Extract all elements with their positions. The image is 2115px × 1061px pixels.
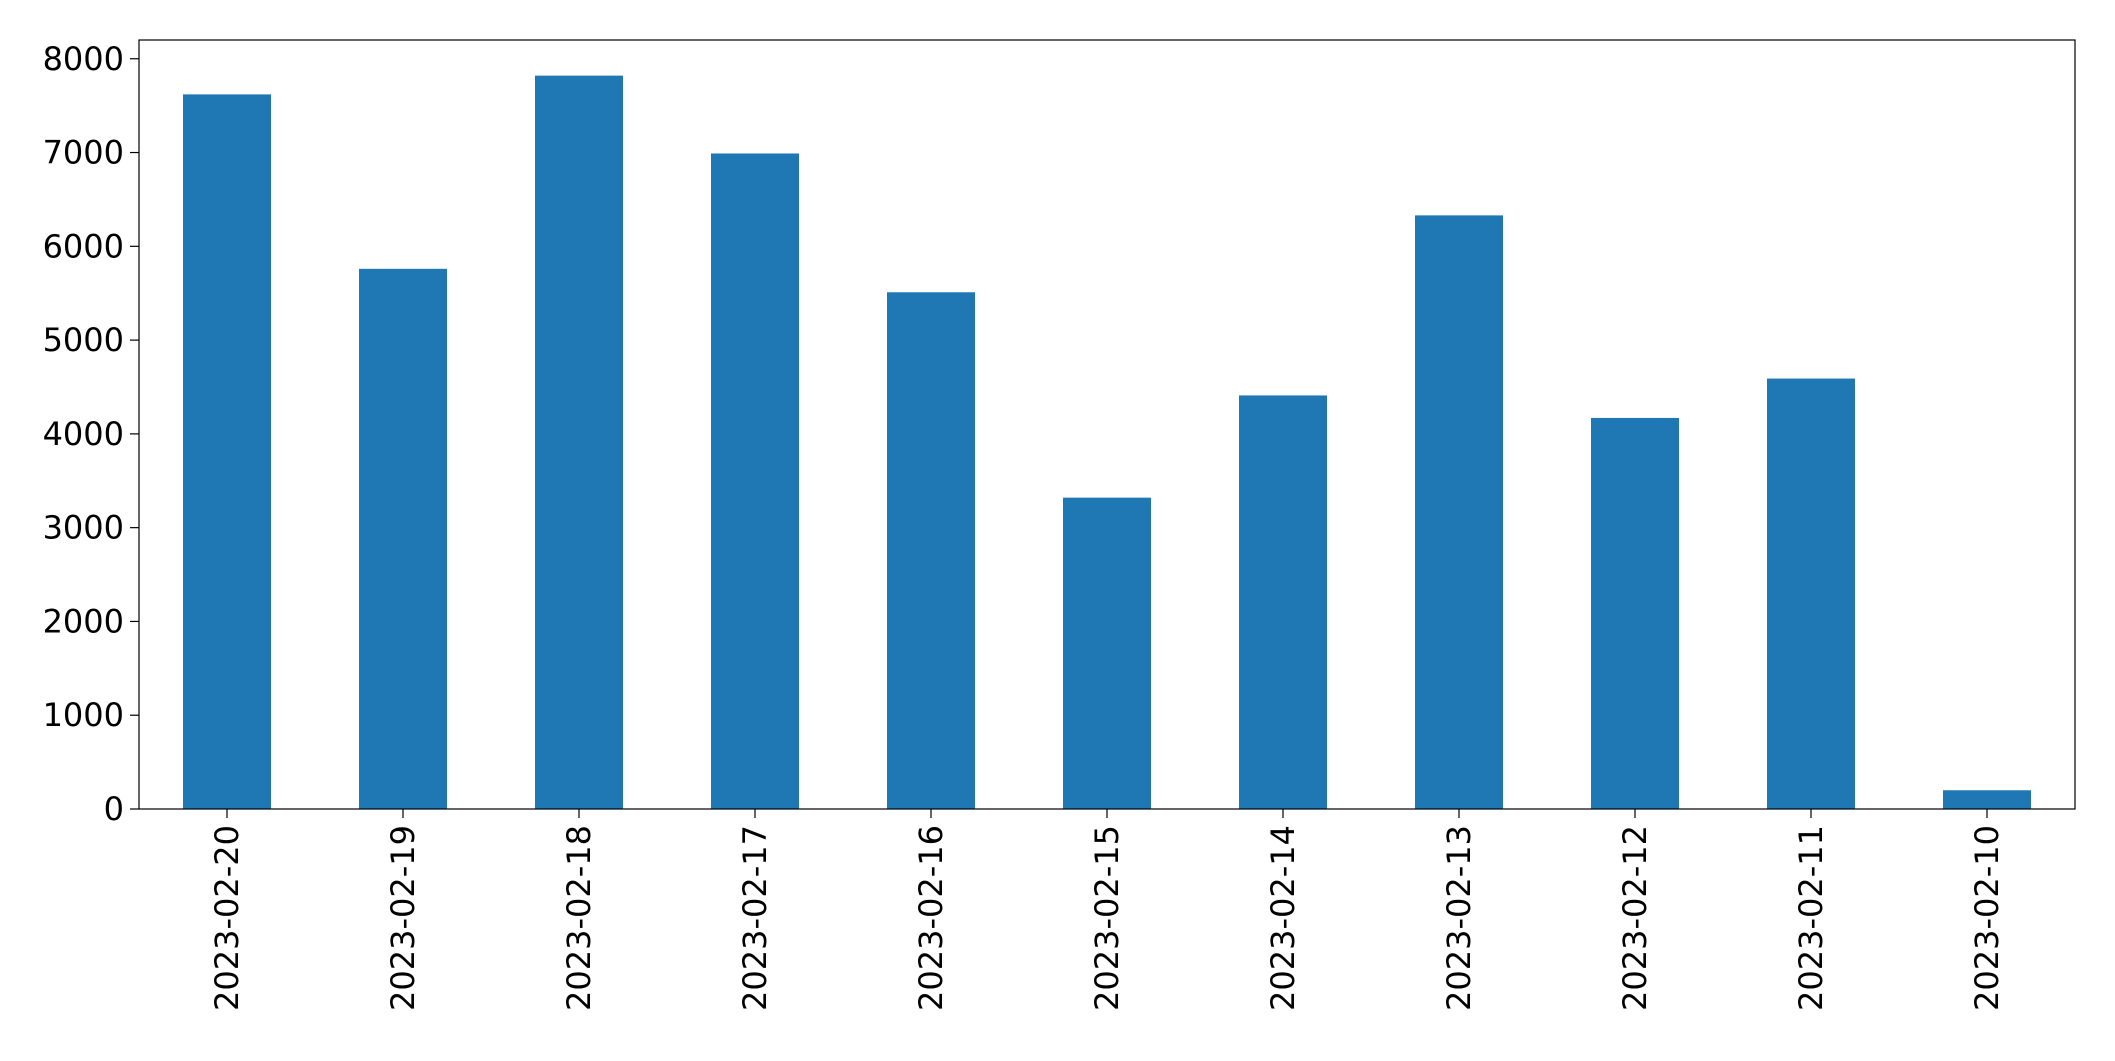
x-tick-label: 2023-02-11 <box>1792 825 1830 1011</box>
bar <box>359 268 447 809</box>
bar <box>1415 215 1503 809</box>
y-tick-label: 5000 <box>43 321 124 359</box>
y-tick-label: 3000 <box>43 509 124 547</box>
y-tick-label: 0 <box>104 790 124 828</box>
x-tick-label: 2023-02-15 <box>1088 825 1126 1011</box>
bar <box>1063 497 1151 809</box>
bar <box>535 75 623 809</box>
x-tick-label: 2023-02-18 <box>560 825 598 1011</box>
x-tick-label: 2023-02-17 <box>736 825 774 1011</box>
x-tick-label: 2023-02-16 <box>912 825 950 1011</box>
x-tick-label: 2023-02-10 <box>1968 825 2006 1011</box>
y-tick-label: 1000 <box>43 696 124 734</box>
x-tick-label: 2023-02-14 <box>1264 825 1302 1011</box>
bar <box>887 292 975 809</box>
y-tick-label: 4000 <box>43 415 124 453</box>
y-tick-label: 7000 <box>43 134 124 172</box>
bar <box>711 153 799 810</box>
bar <box>1943 790 2031 809</box>
x-tick-label: 2023-02-12 <box>1616 825 1654 1011</box>
x-tick-label: 2023-02-13 <box>1440 825 1478 1011</box>
x-tick-label: 2023-02-20 <box>208 825 246 1011</box>
bar <box>1239 395 1327 809</box>
x-tick-label: 2023-02-19 <box>384 825 422 1011</box>
bar <box>183 94 271 809</box>
y-tick-label: 2000 <box>43 602 124 640</box>
plot-frame <box>138 39 2076 810</box>
bar <box>1767 378 1855 809</box>
y-tick-label: 8000 <box>43 40 124 78</box>
y-tick-label: 6000 <box>43 227 124 265</box>
bar <box>1591 417 1679 809</box>
